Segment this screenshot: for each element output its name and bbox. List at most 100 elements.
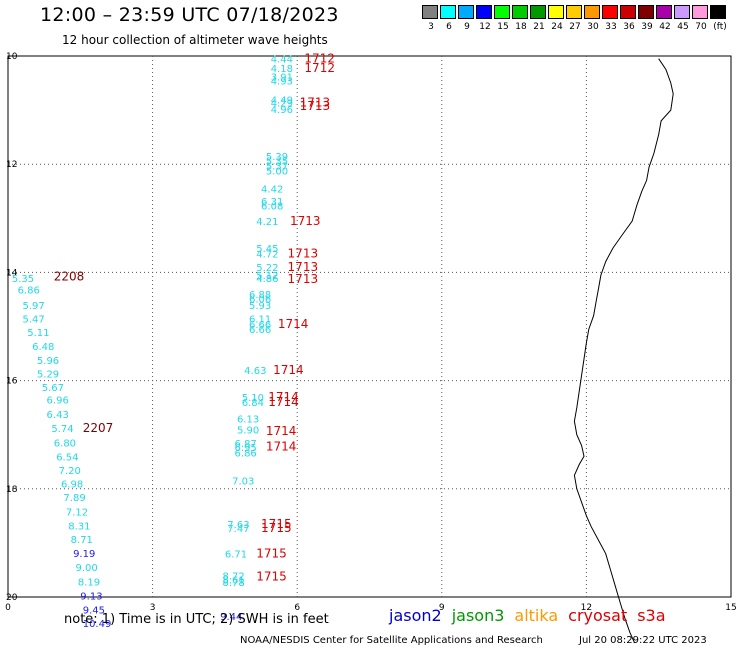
time-label: 1714 xyxy=(278,317,309,331)
time-label: 1713 xyxy=(288,272,319,286)
x-tick-label: 3 xyxy=(150,603,156,613)
wave-height-label: 6.96 xyxy=(47,396,69,407)
time-label: 2208 xyxy=(54,270,85,284)
legend-label: 15 xyxy=(497,22,509,32)
time-label: 1715 xyxy=(256,569,287,583)
wave-height-label: 6.84 xyxy=(242,398,264,409)
legend-label: 24 xyxy=(551,22,563,32)
wave-height-label: 8.19 xyxy=(78,577,100,588)
legend-label: 36 xyxy=(623,22,635,32)
wave-height-label: 4.44 xyxy=(271,55,293,66)
legend-swatch xyxy=(566,5,582,19)
wave-height-label: 9.13 xyxy=(80,591,102,602)
wave-height-label: 9.45 xyxy=(83,605,105,616)
wave-height-label: 6.31 xyxy=(261,197,283,208)
wave-height-label: 6.80 xyxy=(54,438,76,449)
legend-swatch xyxy=(530,5,546,19)
time-label: 1713 xyxy=(300,99,331,113)
legend-swatch xyxy=(476,5,492,19)
wave-height-label: 5.35 xyxy=(12,274,34,285)
wave-height-label: 7.12 xyxy=(66,508,88,519)
footer-note: note: 1) Time is in UTC; 2) SWH is in fe… xyxy=(64,612,329,627)
wave-height-label: 5.74 xyxy=(51,424,73,435)
wave-height-label: 5.39 xyxy=(266,152,288,163)
legend-swatch xyxy=(494,5,510,19)
legend-label: 9 xyxy=(464,22,470,32)
wave-height-label: 6.86 xyxy=(235,449,257,460)
wave-height-label: 6.43 xyxy=(47,410,69,421)
mission-label: cryosat xyxy=(568,606,628,625)
wave-height-label: 4.63 xyxy=(244,366,266,377)
wave-height-label: 5.35 xyxy=(266,156,288,167)
wave-height-label: 6.95 xyxy=(235,443,257,454)
y-tick-label: 20 xyxy=(6,593,18,603)
time-label: 1715 xyxy=(256,547,287,561)
x-tick-label: 0 xyxy=(5,603,11,613)
time-label: 1713 xyxy=(300,96,331,110)
plot-frame xyxy=(7,55,732,598)
y-tick-label: 10 xyxy=(6,52,18,62)
wave-height-label: 8.61 xyxy=(222,576,244,587)
wave-height-label: 5.10 xyxy=(242,393,264,404)
time-label: 1715 xyxy=(261,521,292,535)
x-tick-label: 12 xyxy=(581,603,592,613)
wave-height-label: 6.54 xyxy=(56,452,78,463)
wave-height-label: 3.91 xyxy=(271,73,293,84)
wave-height-label: 7.20 xyxy=(59,466,81,477)
legend-label: 42 xyxy=(659,22,671,32)
legend-swatch xyxy=(656,5,672,19)
wave-height-label: 5.47 xyxy=(22,314,44,325)
wave-height-label: 6.66 xyxy=(249,320,271,331)
wave-height-label: 8.31 xyxy=(68,522,90,533)
legend-swatch xyxy=(602,5,618,19)
legend-swatch xyxy=(422,5,438,19)
time-label: 1714 xyxy=(268,390,299,404)
wave-height-label: 6.86 xyxy=(18,286,40,297)
legend-label: 39 xyxy=(641,22,653,32)
footer-credit: NOAA/NESDIS Center for Satellite Applica… xyxy=(240,635,543,646)
wave-height-label: 6.98 xyxy=(61,479,83,490)
wave-height-label: 4.18 xyxy=(271,64,293,75)
y-tick-label: 14 xyxy=(6,268,18,278)
wave-height-label: 4.86 xyxy=(256,274,278,285)
legend-label: 18 xyxy=(515,22,527,32)
wave-height-label: 7.03 xyxy=(232,477,254,488)
wave-height-label: 4.96 xyxy=(271,105,293,116)
time-label: 1713 xyxy=(290,214,321,228)
time-label: 1712 xyxy=(304,52,335,66)
wave-height-label: 5.45 xyxy=(256,244,278,255)
wave-height-label: 6.11 xyxy=(249,314,271,325)
x-tick-label: 15 xyxy=(725,603,736,613)
mission-label: s3a xyxy=(637,606,666,625)
wave-height-label: 5.97 xyxy=(22,301,44,312)
wave-height-label: 9.44 xyxy=(220,612,242,623)
map-title: 12:00 – 23:59 UTC 07/18/2023 xyxy=(40,4,339,26)
wave-height-label: 8.78 xyxy=(222,578,244,589)
x-tick-label: 9 xyxy=(439,603,445,613)
wave-height-label: 4.29 xyxy=(271,99,293,110)
wave-height-label: 4.21 xyxy=(256,217,278,228)
wave-height-label: 10.49 xyxy=(83,619,112,630)
time-label: 1713 xyxy=(288,260,319,274)
wave-height-label: 4.49 xyxy=(271,95,293,106)
legend-swatch xyxy=(440,5,456,19)
legend-label: 12 xyxy=(479,22,491,32)
legend-label: 21 xyxy=(533,22,545,32)
time-label: 1714 xyxy=(266,424,297,438)
time-label: 1713 xyxy=(288,246,319,260)
wave-height-label: 7.89 xyxy=(63,493,85,504)
wave-height-label: 4.93 xyxy=(271,76,293,87)
wave-height-label: 8.71 xyxy=(71,535,93,546)
wave-height-label: 5.29 xyxy=(37,370,59,381)
wave-height-label: 6.06 xyxy=(249,294,271,305)
legend-swatch xyxy=(620,5,636,19)
wave-height-label: 5.93 xyxy=(249,301,271,312)
mission-label: altika xyxy=(514,606,559,625)
wave-height-label: 5.67 xyxy=(42,383,64,394)
wave-height-label: 6.66 xyxy=(249,325,271,336)
map-subtitle: 12 hour collection of altimeter wave hei… xyxy=(62,33,328,47)
time-label: 2207 xyxy=(83,421,114,435)
legend-swatch xyxy=(512,5,528,19)
wave-height-label: 5.11 xyxy=(27,328,49,339)
y-tick-label: 12 xyxy=(6,160,17,170)
